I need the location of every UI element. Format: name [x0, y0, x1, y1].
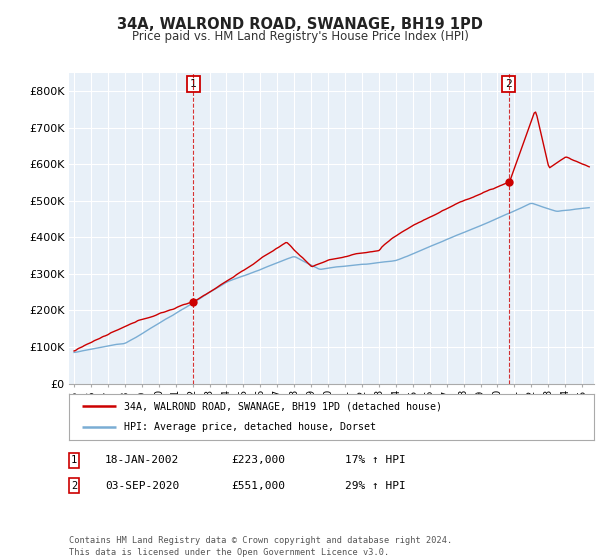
Text: 34A, WALROND ROAD, SWANAGE, BH19 1PD (detached house): 34A, WALROND ROAD, SWANAGE, BH19 1PD (de…: [124, 401, 442, 411]
Text: 1: 1: [190, 78, 197, 88]
Text: 03-SEP-2020: 03-SEP-2020: [105, 480, 179, 491]
Text: Price paid vs. HM Land Registry's House Price Index (HPI): Price paid vs. HM Land Registry's House …: [131, 30, 469, 44]
Text: £223,000: £223,000: [231, 455, 285, 465]
Text: 2: 2: [505, 78, 512, 88]
Text: 34A, WALROND ROAD, SWANAGE, BH19 1PD: 34A, WALROND ROAD, SWANAGE, BH19 1PD: [117, 17, 483, 31]
Text: 1: 1: [71, 455, 77, 465]
Text: Contains HM Land Registry data © Crown copyright and database right 2024.
This d: Contains HM Land Registry data © Crown c…: [69, 536, 452, 557]
Text: 18-JAN-2002: 18-JAN-2002: [105, 455, 179, 465]
Text: 2: 2: [71, 480, 77, 491]
Text: HPI: Average price, detached house, Dorset: HPI: Average price, detached house, Dors…: [124, 422, 376, 432]
Text: £551,000: £551,000: [231, 480, 285, 491]
Text: 17% ↑ HPI: 17% ↑ HPI: [345, 455, 406, 465]
Text: 29% ↑ HPI: 29% ↑ HPI: [345, 480, 406, 491]
